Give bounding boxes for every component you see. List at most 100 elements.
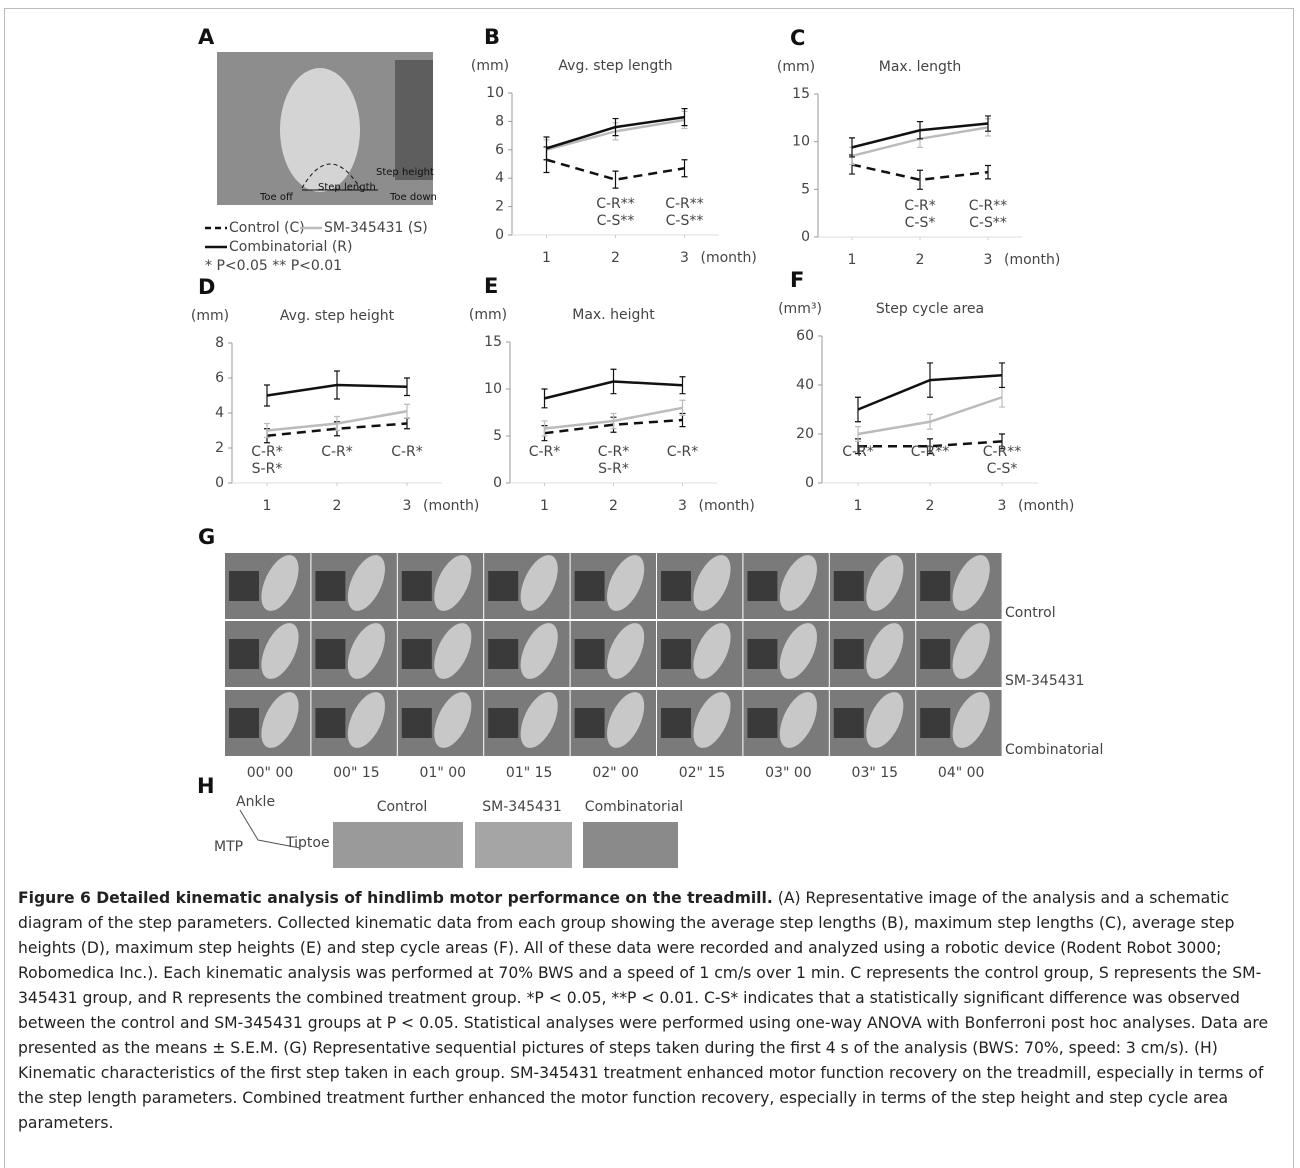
frame-photo: [833, 571, 864, 601]
axis-unit: (mm): [777, 59, 815, 75]
chart-title: Avg. step height: [280, 308, 395, 324]
error-bar: [543, 136, 550, 161]
frame-photo: [520, 623, 558, 679]
frame-photo: [574, 571, 605, 601]
error-bar: [917, 121, 923, 140]
frame-photo: [488, 639, 519, 669]
y-tick-label: 10: [484, 381, 502, 397]
chart-title: Max. length: [879, 59, 961, 75]
y-tick-label: 10: [792, 134, 810, 150]
time-label: 03" 00: [765, 765, 812, 781]
frame-photo: [866, 692, 904, 748]
frame-photo: [779, 692, 817, 748]
x-tick-label: 1: [854, 498, 863, 514]
y-tick-label: 5: [493, 428, 502, 444]
significance-label: C-R*: [598, 444, 630, 460]
error-bar: [985, 164, 991, 180]
significance-label: C-R**: [983, 444, 1022, 460]
y-tick-label: 6: [215, 370, 224, 386]
label: MTP: [214, 839, 243, 855]
y-tick-label: 2: [495, 199, 504, 215]
frame-photo: [401, 571, 432, 601]
error-bar: [999, 433, 1005, 450]
error-bar: [264, 384, 270, 407]
time-label: 02" 00: [592, 765, 639, 781]
error-bar: [334, 370, 340, 400]
photo: [395, 60, 433, 180]
x-axis-label: (month): [1004, 252, 1060, 268]
error-bar: [855, 396, 861, 423]
frame-photo: [347, 555, 385, 611]
photo: [280, 68, 360, 192]
time-label: 04" 00: [938, 765, 985, 781]
panel-label: F: [790, 268, 804, 292]
y-tick-label: 0: [805, 475, 814, 491]
error-bar: [985, 115, 991, 132]
error-bar: [612, 117, 619, 137]
frame-photo: [747, 571, 778, 601]
chart-title: Avg. step length: [558, 58, 672, 74]
figure-frame: [4, 8, 1294, 1168]
label: Toe off: [259, 192, 294, 203]
frame-photo: [229, 571, 259, 601]
y-tick-label: 0: [493, 475, 502, 491]
label: Toe down: [389, 192, 437, 203]
x-axis-label: (month): [1018, 498, 1074, 514]
error-bar: [927, 413, 933, 430]
frame-photo: [920, 708, 951, 738]
x-tick-label: 2: [611, 250, 620, 266]
x-tick-label: 1: [540, 498, 549, 514]
significance-label: C-R*: [842, 444, 874, 460]
x-axis-label: (month): [701, 250, 757, 266]
frame-photo: [347, 623, 385, 679]
significance-label: C-S**: [969, 215, 1007, 231]
x-tick-label: 1: [263, 498, 272, 514]
time-label: 02" 15: [679, 765, 726, 781]
panel-a: A Step height Step length Toe off Toe do…: [198, 25, 437, 274]
frame-photo: [401, 639, 432, 669]
photo: [333, 822, 463, 868]
error-bar: [679, 376, 686, 395]
y-tick-label: 8: [215, 335, 224, 351]
frame-photo: [315, 639, 346, 669]
frame-photo: [520, 555, 558, 611]
caption-title: Figure 6 Detailed kinematic analysis of …: [18, 889, 773, 907]
significance-label: C-R*: [321, 444, 353, 460]
y-tick-label: 2: [215, 440, 224, 456]
x-tick-label: 3: [998, 498, 1007, 514]
significance-label: C-S*: [905, 215, 936, 231]
legend-label: SM-345431 (S): [324, 220, 428, 236]
group-label: Control: [377, 799, 428, 815]
error-bar: [927, 362, 933, 398]
frame-photo: [347, 692, 385, 748]
frame-photo: [693, 555, 731, 611]
error-bar: [681, 108, 688, 127]
frame-photo: [315, 571, 346, 601]
x-tick-label: 1: [542, 250, 551, 266]
significance-label: C-R**: [596, 196, 635, 212]
significance-label: C-S*: [987, 461, 1018, 477]
error-bar: [404, 403, 410, 419]
frame-photo: [434, 555, 472, 611]
frame-photo: [574, 708, 605, 738]
frame-photo: [661, 639, 691, 669]
frame-photo: [866, 555, 904, 611]
label: Ankle: [236, 794, 275, 810]
frame-photo: [779, 555, 817, 611]
error-bar: [610, 368, 617, 395]
frame-photo: [401, 708, 432, 738]
frame-photo: [488, 571, 519, 601]
series-line: [266, 422, 408, 437]
group-label: SM-345431: [482, 799, 561, 815]
panel-h: H Ankle MTP Tiptoe Control SM-345431 Com…: [197, 774, 683, 868]
row-label: Combinatorial: [1005, 742, 1103, 758]
frame-photo: [920, 639, 951, 669]
time-label: 00" 15: [333, 765, 380, 781]
y-tick-label: 0: [215, 475, 224, 491]
label: Step height: [376, 167, 434, 178]
x-tick-label: 2: [916, 252, 925, 268]
significance-label: C-R*: [904, 198, 936, 214]
label: Step length: [318, 182, 376, 193]
axis-unit: (mm): [469, 307, 507, 323]
